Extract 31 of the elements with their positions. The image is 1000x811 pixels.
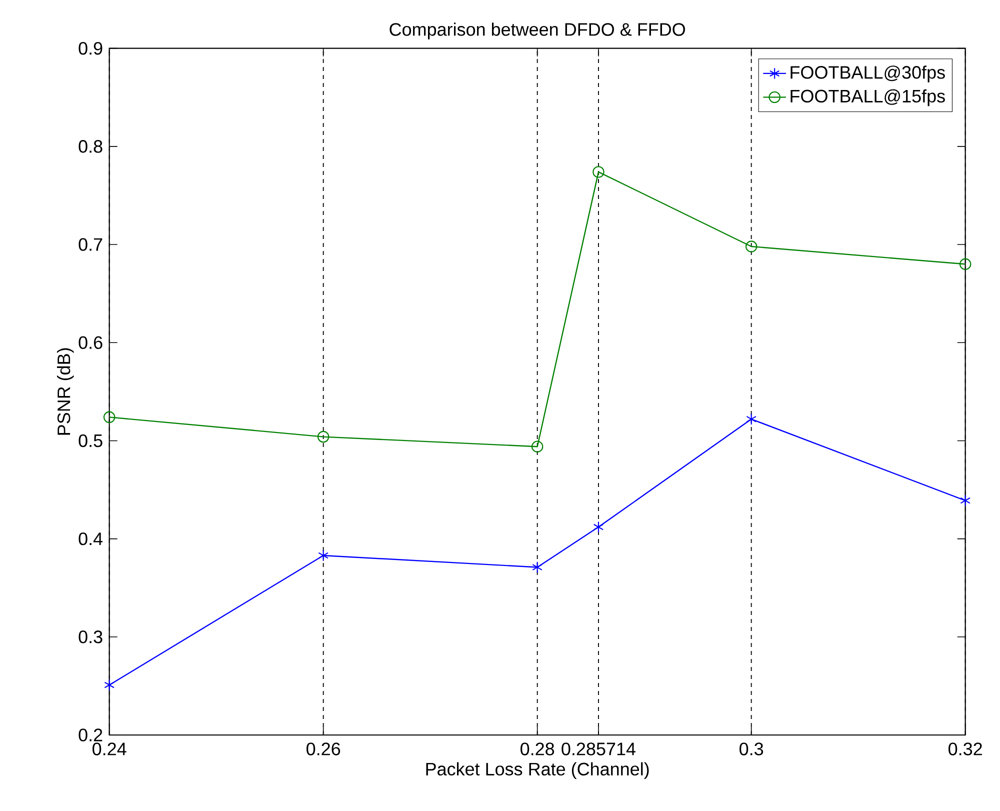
- point: [531, 440, 544, 452]
- x-axis-title: Packet Loss Rate (Channel): [426, 762, 649, 780]
- point: [104, 679, 114, 691]
- x-tick-label: 0.26: [306, 742, 340, 756]
- y-tick-label: 0.5: [78, 434, 102, 448]
- y-tick-label: 0.7: [78, 238, 102, 251]
- y-tick-label: 0.8: [78, 140, 102, 153]
- point: [103, 411, 116, 424]
- point: [592, 166, 604, 178]
- y-tick-label: 0.3: [78, 630, 102, 644]
- y-tick-label: 0.6: [78, 336, 102, 349]
- x-tick-label: 0.28: [520, 742, 554, 756]
- point: [959, 258, 972, 270]
- chart-title: Comparison between DFDO & FFDO: [390, 22, 685, 40]
- y-axis-title: PSNR (dB): [57, 348, 74, 435]
- y-tick-label: 0.4: [78, 532, 103, 546]
- x-tick-label: 0.285714: [562, 742, 636, 756]
- point: [532, 561, 542, 574]
- x-tick-label: 0.24: [92, 742, 126, 756]
- point: [317, 430, 330, 443]
- point: [745, 240, 758, 252]
- y-tick-label: 0.2: [78, 728, 102, 742]
- x-tick-label: 0.32: [948, 742, 982, 756]
- legend-label: FOOTBALL@15fps: [790, 89, 945, 106]
- y-tick-label: 0.9: [78, 42, 102, 55]
- point: [593, 521, 604, 533]
- x-tick-label: 0.3: [740, 742, 764, 756]
- point: [318, 550, 328, 562]
- point: [960, 494, 970, 506]
- point: [746, 413, 756, 426]
- legend-label: FOOTBALL@30fps: [790, 66, 945, 82]
